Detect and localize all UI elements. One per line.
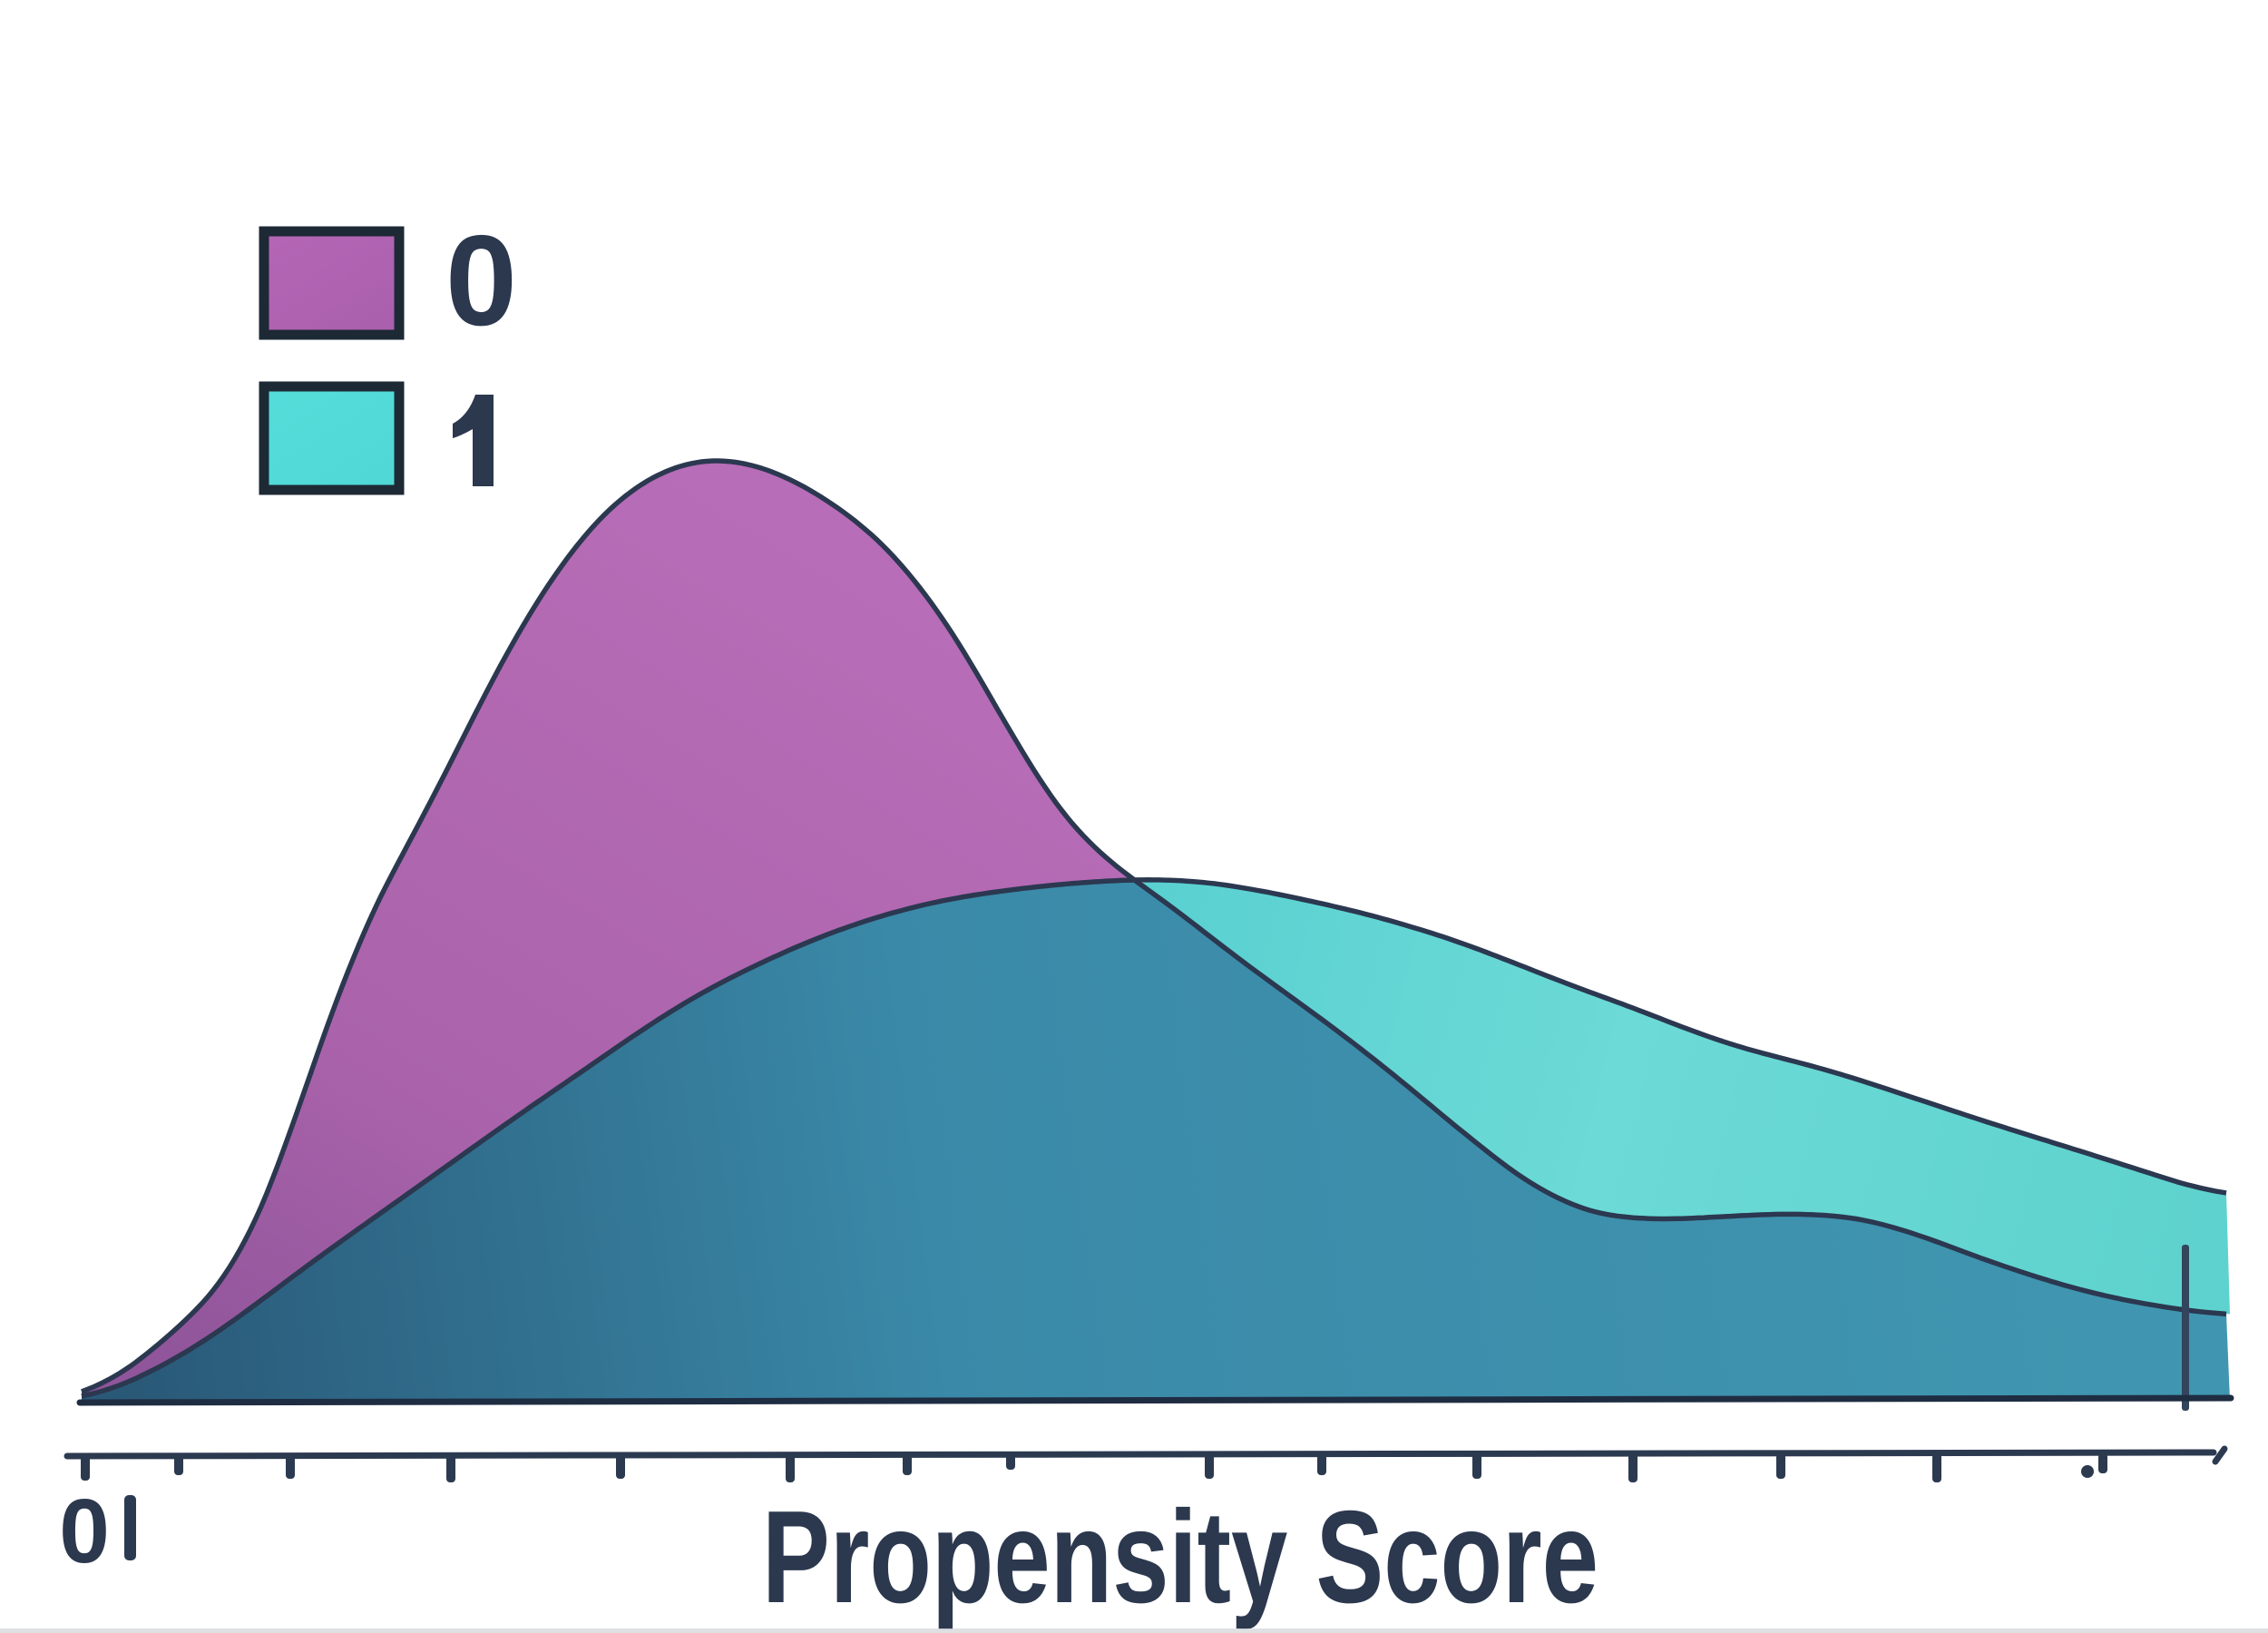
svg-text:Propensity Score: Propensity Score — [762, 1483, 1598, 1630]
svg-text:0: 0 — [445, 209, 517, 353]
svg-text:0: 0 — [59, 1481, 110, 1582]
